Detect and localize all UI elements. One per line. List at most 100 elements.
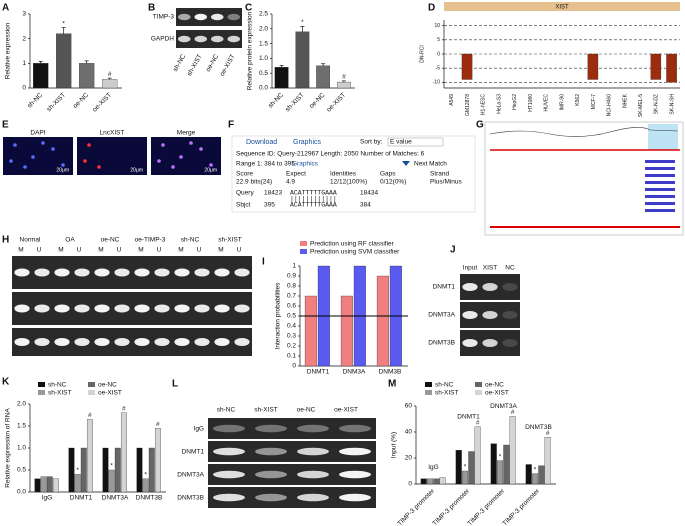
sort-label: Sort by: xyxy=(360,139,383,146)
gel-band xyxy=(462,283,478,291)
gel-band xyxy=(255,493,287,502)
legend-label: oe-XIST xyxy=(485,390,509,397)
gel-band xyxy=(194,35,208,43)
bar xyxy=(433,478,440,485)
gel-row-label: DNMT1 xyxy=(182,449,205,456)
table-cell: 0/12(0%) xyxy=(380,179,406,186)
gel-image xyxy=(12,256,252,289)
alignment-subject: Sbjct xyxy=(236,202,251,209)
bar xyxy=(148,447,155,493)
bar xyxy=(33,63,49,89)
lane-label: U xyxy=(157,247,162,254)
gel-band xyxy=(194,268,210,277)
gel-row-label: TIMP-3 xyxy=(153,14,175,21)
bar xyxy=(274,67,289,89)
y-tick-label: 0.5 xyxy=(287,313,296,320)
scale-label: 20μm xyxy=(130,167,143,173)
lane-label: M xyxy=(18,247,23,254)
gel-lane-label: sh-NC xyxy=(217,407,236,414)
y-tick-label: 0.9 xyxy=(287,273,296,280)
lane-label: M xyxy=(218,247,223,254)
legend-label: Prediction using RF classifier xyxy=(310,241,395,248)
bar xyxy=(650,53,662,80)
chart-title: XIST xyxy=(555,5,569,11)
x-tick-label: HUVEC xyxy=(544,94,550,112)
cell xyxy=(61,163,65,167)
bar xyxy=(337,81,351,89)
lane-label: U xyxy=(237,247,242,254)
transcript xyxy=(645,167,675,170)
x-tick-label: SK-N-SH xyxy=(669,94,675,115)
gel-band xyxy=(154,338,170,346)
bar xyxy=(525,464,532,485)
y-tick-label: 1 xyxy=(22,60,26,67)
gel-band xyxy=(54,338,70,346)
bar xyxy=(86,419,93,493)
gel-band xyxy=(213,424,245,433)
y-tick-label: 0.2 xyxy=(287,343,296,350)
bar xyxy=(56,33,72,89)
alignment-subject: 395 xyxy=(264,202,275,209)
y-axis-label: DN-RCI xyxy=(419,45,425,63)
y-tick-label: 0.8 xyxy=(287,283,296,290)
y-axis-label: Interaction probabilities xyxy=(275,282,282,350)
gel-band xyxy=(462,311,478,319)
bar xyxy=(34,478,41,493)
panel-letter: D xyxy=(428,3,435,14)
blast-box xyxy=(231,135,476,213)
gel-band xyxy=(210,35,224,43)
significance-marker: * xyxy=(301,19,304,26)
gel-band xyxy=(255,470,287,479)
gel-band xyxy=(234,268,250,277)
y-axis-label: Input (%) xyxy=(391,432,398,458)
gel-band xyxy=(482,339,498,347)
bar xyxy=(497,460,504,485)
y-tick-label: 0.1 xyxy=(287,353,296,360)
legend-label: Prediction using SVM classifier xyxy=(310,249,400,256)
gel-band xyxy=(94,268,110,277)
bar xyxy=(120,412,127,493)
cell xyxy=(97,165,101,169)
cell xyxy=(31,155,35,159)
gel-band xyxy=(94,338,110,346)
cell xyxy=(13,143,17,147)
y-tick-label: -5 xyxy=(436,65,441,71)
alignment-subject: 384 xyxy=(360,202,371,209)
gel-band xyxy=(54,304,70,313)
panel-letter: J xyxy=(450,245,456,256)
bar xyxy=(420,478,427,485)
y-tick-label: 0.3 xyxy=(287,333,296,340)
panel-letter: C xyxy=(245,3,252,14)
transcript xyxy=(645,209,675,212)
significance-marker: # xyxy=(342,74,346,81)
x-tick-label: DNMT1 xyxy=(307,369,330,376)
gel-band xyxy=(210,13,224,21)
title-bar xyxy=(444,2,680,11)
y-tick-label: 10 xyxy=(434,23,440,29)
x-tick-label: K562 xyxy=(575,94,581,106)
gel-band xyxy=(74,304,90,313)
significance-marker: * xyxy=(499,453,502,460)
gel-image xyxy=(208,464,376,485)
y-tick-label: 0.4 xyxy=(287,323,296,330)
y-tick-label: 2.5 xyxy=(259,11,268,18)
gel-band xyxy=(134,304,150,313)
gel-band xyxy=(114,304,130,313)
gel-band xyxy=(462,339,478,347)
gel-band xyxy=(34,338,50,346)
gel-row-label: IgG xyxy=(194,426,204,433)
cell xyxy=(9,159,13,163)
gel-band xyxy=(502,339,518,347)
y-tick-label: 60 xyxy=(405,403,413,410)
gel-band xyxy=(174,304,190,313)
gel-lane-label: XIST xyxy=(483,265,497,272)
y-axis-label: Relative protein expression xyxy=(247,11,254,90)
gel-band xyxy=(234,304,250,313)
cell xyxy=(41,141,45,145)
gel-band xyxy=(234,338,250,346)
legend-swatch xyxy=(88,390,95,395)
bar xyxy=(136,447,143,493)
cell xyxy=(87,143,91,147)
bar xyxy=(340,295,353,367)
bar xyxy=(108,469,115,493)
